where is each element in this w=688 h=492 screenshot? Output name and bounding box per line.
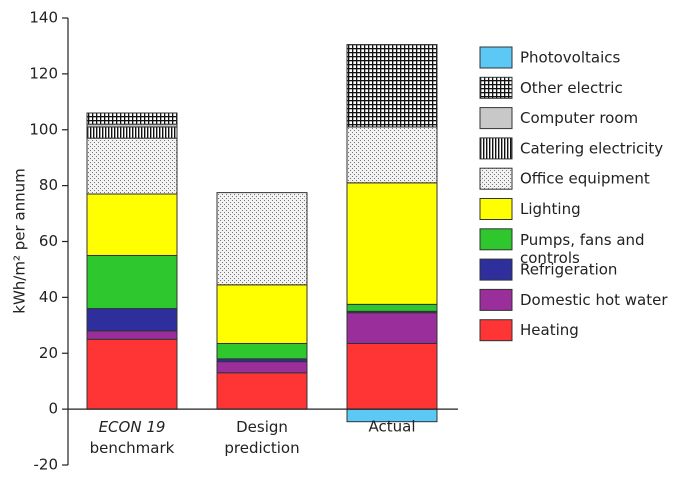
legend-swatch bbox=[479, 258, 513, 281]
y-axis-label: kWh/m² per annum bbox=[11, 168, 29, 313]
x-tick-label: ECON 19 benchmark bbox=[90, 418, 175, 457]
legend-label: Computer room bbox=[520, 109, 638, 127]
bar-segment bbox=[86, 338, 178, 410]
bar-segment bbox=[216, 342, 308, 360]
bar-segment bbox=[216, 372, 308, 410]
x-tick-label: Design prediction bbox=[224, 418, 299, 457]
bar-segment bbox=[86, 137, 178, 195]
legend-swatch bbox=[479, 228, 513, 251]
legend-swatch bbox=[479, 137, 513, 160]
legend-label: Photovoltaics bbox=[520, 49, 620, 67]
legend-label: Refrigeration bbox=[520, 261, 617, 279]
bar-segment bbox=[216, 192, 308, 286]
bar-segment bbox=[216, 361, 308, 374]
bar-segment bbox=[86, 308, 178, 332]
y-tick-label: 20 bbox=[39, 344, 58, 362]
y-tick-label: 100 bbox=[29, 120, 58, 138]
bar-segment bbox=[86, 193, 178, 256]
y-tick-label: 140 bbox=[29, 9, 58, 27]
legend-label: Domestic hot water bbox=[520, 291, 668, 309]
bar-segment bbox=[346, 44, 438, 128]
x-tick-label: Actual bbox=[369, 418, 416, 436]
legend-label: Lighting bbox=[520, 200, 581, 218]
legend-swatch bbox=[479, 107, 513, 130]
legend-swatch bbox=[479, 319, 513, 342]
legend-label: Office equipment bbox=[520, 170, 650, 188]
legend-label: Catering electricity bbox=[520, 139, 663, 157]
legend-label: Heating bbox=[520, 321, 579, 339]
bar-segment bbox=[86, 112, 178, 125]
y-tick-label: 60 bbox=[39, 232, 58, 250]
bar-segment bbox=[216, 284, 308, 344]
bar-segment bbox=[346, 303, 438, 312]
y-tick-label: 80 bbox=[39, 176, 58, 194]
bar-segment bbox=[86, 330, 178, 340]
y-tick-label: -20 bbox=[34, 456, 59, 474]
legend-swatch bbox=[479, 167, 513, 190]
bar-segment bbox=[346, 182, 438, 305]
y-tick-label: 120 bbox=[29, 64, 58, 82]
legend-swatch bbox=[479, 46, 513, 69]
bar-segment bbox=[346, 126, 438, 184]
bar-segment bbox=[86, 126, 178, 139]
bar-segment bbox=[86, 254, 178, 310]
bar-segment bbox=[346, 312, 438, 344]
legend-swatch bbox=[479, 288, 513, 311]
y-tick-label: 40 bbox=[39, 288, 58, 306]
legend-label: Pumps, fans and controls bbox=[520, 230, 645, 266]
bar-segment bbox=[346, 342, 438, 410]
legend-swatch bbox=[479, 76, 513, 99]
legend-label: Other electric bbox=[520, 79, 623, 97]
y-tick-label: 0 bbox=[48, 400, 58, 418]
legend-swatch bbox=[479, 198, 513, 220]
